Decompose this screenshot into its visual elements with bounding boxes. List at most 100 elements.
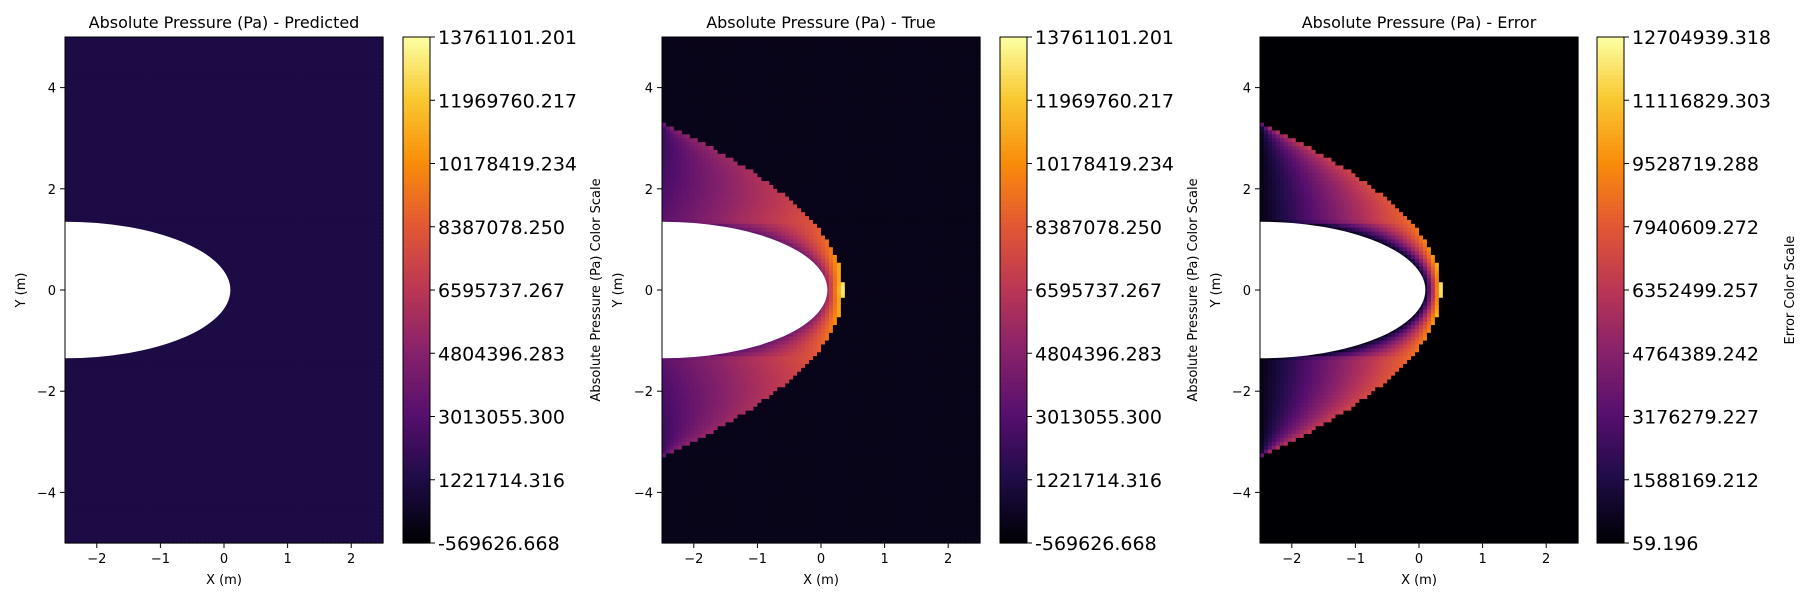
heatmap-cell (109, 158, 114, 162)
heatmap-cell (81, 185, 86, 189)
heatmap-cell (188, 224, 193, 228)
heatmap-cell (125, 535, 130, 539)
heatmap-cell (156, 380, 161, 384)
heatmap-cell (113, 60, 118, 64)
heatmap-cell (156, 107, 161, 111)
heatmap-cell (133, 150, 138, 154)
heatmap-cell (125, 481, 130, 485)
heatmap-cell (141, 520, 146, 524)
heatmap-cell (160, 134, 165, 138)
heatmap-cell (148, 127, 153, 131)
heatmap-cell (93, 76, 98, 80)
heatmap-cell (101, 45, 106, 49)
heatmap-cell (101, 185, 106, 189)
heatmap-cell (141, 103, 146, 107)
heatmap-cell (176, 53, 181, 57)
heatmap-cell (93, 403, 98, 407)
heatmap-cell (148, 387, 153, 391)
heatmap-cell (141, 477, 146, 481)
heatmap-cell (125, 123, 130, 127)
heatmap-cell (148, 473, 153, 477)
heatmap-cell (113, 430, 118, 434)
heatmap-cell (212, 391, 217, 395)
heatmap-cell (160, 189, 165, 193)
heatmap-cell (129, 99, 134, 103)
heatmap-cell (212, 415, 217, 419)
heatmap-cell (141, 426, 146, 430)
heatmap-cell (152, 360, 157, 364)
heatmap-cell (188, 53, 193, 57)
heatmap-cell (105, 430, 110, 434)
heatmap-cell (212, 154, 217, 158)
heatmap-cell (133, 197, 138, 201)
heatmap-cell (69, 399, 74, 403)
heatmap-cell (180, 450, 185, 454)
heatmap-cell (133, 111, 138, 115)
heatmap-cell (125, 512, 130, 516)
heatmap-cell (121, 450, 126, 454)
heatmap-cell (160, 372, 165, 376)
heatmap-cell (180, 387, 185, 391)
heatmap-cell (160, 115, 165, 119)
heatmap-cell (188, 387, 193, 391)
heatmap-cell (156, 154, 161, 158)
heatmap-cell (180, 80, 185, 84)
heatmap-cell (69, 91, 74, 95)
heatmap-cell (164, 169, 169, 173)
heatmap-cell (81, 200, 86, 204)
heatmap-cell (180, 348, 185, 352)
heatmap-cell (109, 415, 114, 419)
heatmap-cell (188, 430, 193, 434)
heatmap-cell (73, 150, 78, 154)
heatmap-cell (168, 53, 173, 57)
heatmap-cell (81, 72, 86, 76)
heatmap-cell (152, 376, 157, 380)
heatmap-cell (184, 411, 189, 415)
heatmap-cell (93, 469, 98, 473)
heatmap-cell (125, 103, 130, 107)
heatmap-cell (141, 88, 146, 92)
heatmap-cell (164, 387, 169, 391)
heatmap-cell (148, 119, 153, 123)
heatmap-cell (117, 376, 122, 380)
heatmap-cell (152, 95, 157, 99)
heatmap-cell (145, 115, 150, 119)
heatmap-cell (200, 232, 205, 236)
heatmap-cell (180, 68, 185, 72)
heatmap-cell (137, 469, 142, 473)
heatmap-cell (73, 372, 78, 376)
heatmap-cell (184, 68, 189, 72)
heatmap-cell (69, 68, 74, 72)
heatmap-cell (172, 352, 177, 356)
heatmap-cell (121, 111, 126, 115)
heatmap-cell (133, 80, 138, 84)
heatmap-cell (77, 368, 82, 372)
heatmap-cell (105, 477, 110, 481)
heatmap-cell (117, 173, 122, 177)
heatmap-cell (113, 364, 118, 368)
heatmap-cell (121, 204, 126, 208)
heatmap-cell (77, 150, 82, 154)
heatmap-cell (81, 150, 86, 154)
heatmap-cell (81, 368, 86, 372)
heatmap-cell (93, 185, 98, 189)
heatmap-cell (176, 442, 181, 446)
heatmap-cell (216, 232, 221, 236)
heatmap-cell (65, 360, 70, 364)
heatmap-cell (196, 465, 201, 469)
heatmap-cell (180, 169, 185, 173)
heatmap-cell (192, 60, 197, 64)
heatmap-cell (145, 146, 150, 150)
heatmap-cell (129, 76, 134, 80)
heatmap-cell (172, 76, 177, 80)
heatmap-cell (145, 477, 150, 481)
heatmap-cell (113, 450, 118, 454)
heatmap-cell (200, 91, 205, 95)
heatmap-cell (152, 193, 157, 197)
heatmap-cell (164, 368, 169, 372)
heatmap-cell (117, 76, 122, 80)
heatmap-cell (77, 115, 82, 119)
heatmap-cell (65, 430, 70, 434)
heatmap-cell (216, 123, 221, 127)
heatmap-cell (184, 372, 189, 376)
